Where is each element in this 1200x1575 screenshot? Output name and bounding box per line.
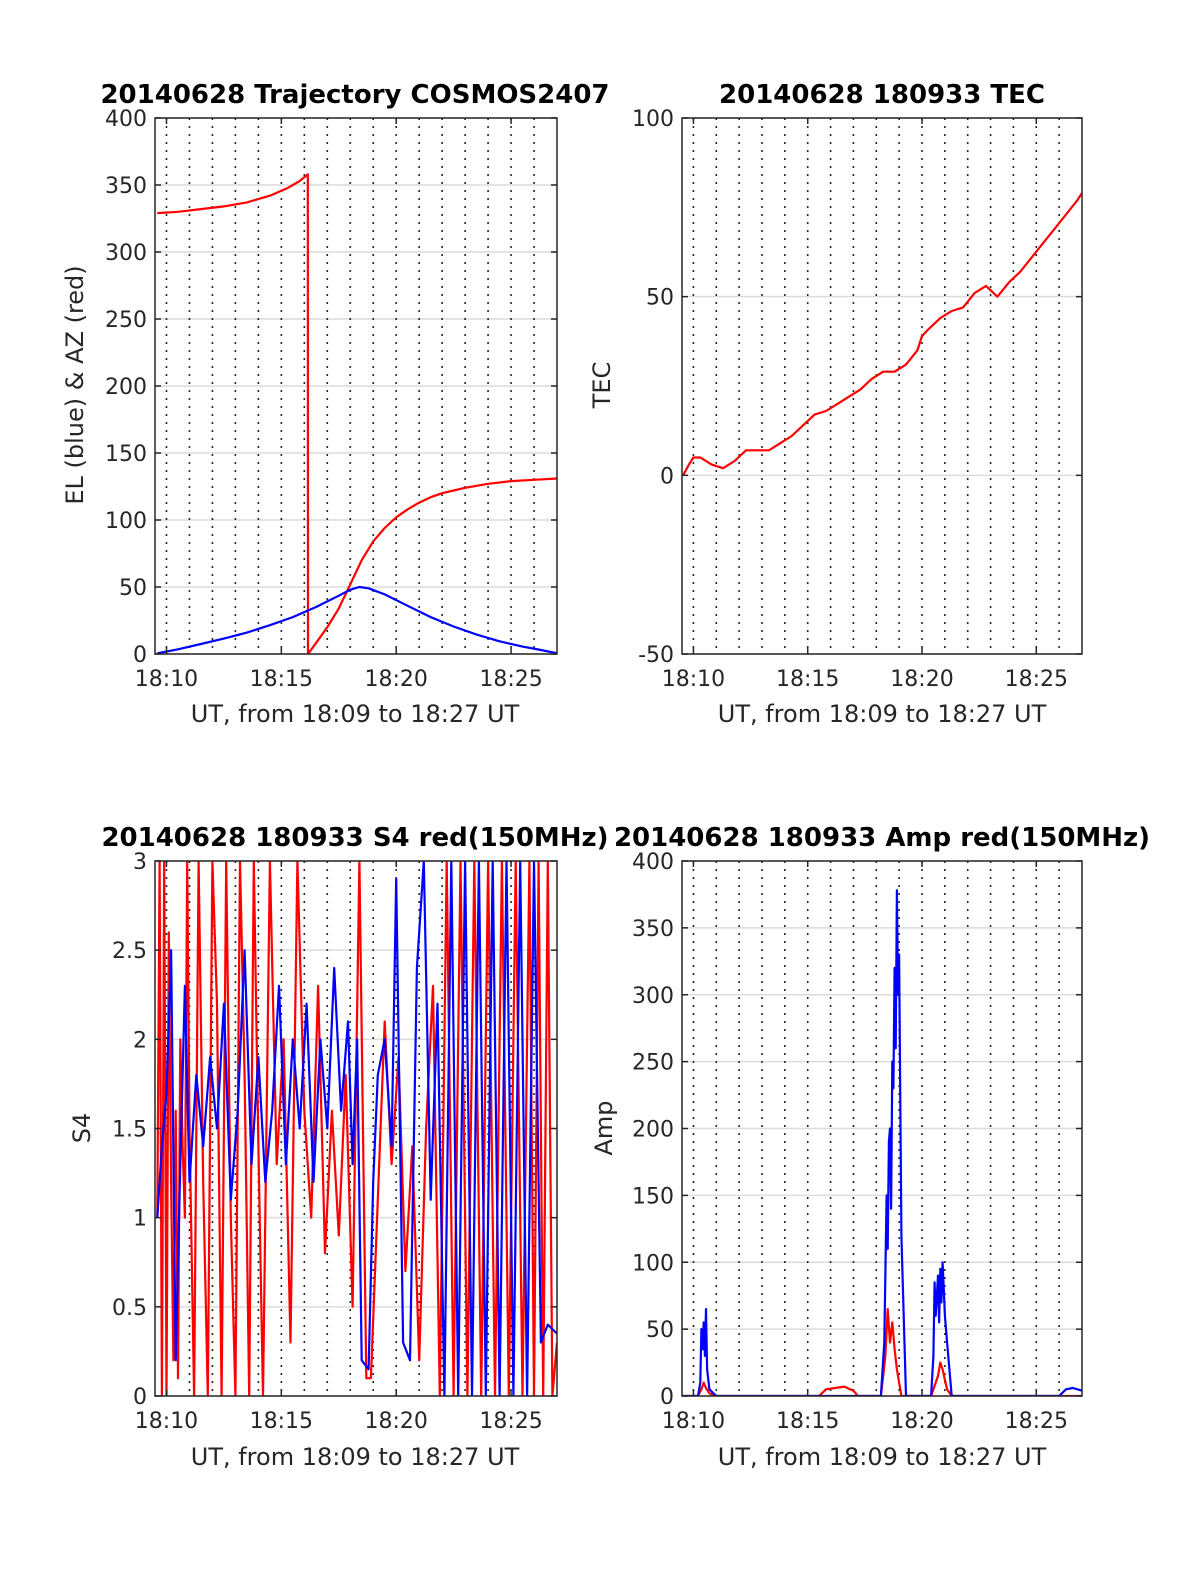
s4-y-tick-label: 1 bbox=[133, 1207, 147, 1232]
trajectory-y-tick-label: 400 bbox=[105, 107, 147, 132]
s4-x-tick-label: 18:20 bbox=[364, 1409, 427, 1434]
amp-series-line-red bbox=[682, 1307, 1082, 1396]
s4-y-tick-label: 2 bbox=[133, 1028, 147, 1053]
s4-y-tick-label: 1.5 bbox=[112, 1118, 147, 1143]
trajectory-y-tick-label: 150 bbox=[105, 442, 147, 467]
tec-y-tick-label: 50 bbox=[646, 286, 674, 311]
amp-y-tick-label: 300 bbox=[632, 984, 674, 1009]
s4-x-tick-label: 18:10 bbox=[135, 1409, 198, 1434]
amp-y-tick-label: 250 bbox=[632, 1051, 674, 1076]
s4-x-tick-label: 18:25 bbox=[479, 1409, 542, 1434]
amp-y-tick-label: 400 bbox=[632, 850, 674, 875]
trajectory-y-tick-label: 200 bbox=[105, 375, 147, 400]
s4-y-tick-label: 0 bbox=[133, 1385, 147, 1410]
trajectory-y-tick-label: 250 bbox=[105, 308, 147, 333]
s4-title: 20140628 180933 S4 red(150MHz) bbox=[101, 823, 608, 853]
trajectory-x-axis-label: UT, from 18:09 to 18:27 UT bbox=[191, 700, 520, 728]
amp-y-tick-label: 150 bbox=[632, 1184, 674, 1209]
tec-x-tick-label: 18:10 bbox=[662, 667, 725, 692]
amp-series-line-blue bbox=[682, 889, 1082, 1396]
trajectory-panel: 20140628 Trajectory COSMOS2407 EL (blue)… bbox=[61, 80, 610, 728]
amp-y-tick-label: 0 bbox=[660, 1385, 674, 1410]
tec-x-axis-label: UT, from 18:09 to 18:27 UT bbox=[718, 700, 1047, 728]
trajectory-y-axis-label: EL (blue) & AZ (red) bbox=[61, 265, 89, 504]
amp-y-tick-label: 100 bbox=[632, 1251, 674, 1276]
tec-panel: 20140628 180933 TEC TEC UT, from 18:09 t… bbox=[588, 80, 1083, 728]
trajectory-y-tick-label: 300 bbox=[105, 241, 147, 266]
amp-y-tick-label: 350 bbox=[632, 917, 674, 942]
tec-title: 20140628 180933 TEC bbox=[719, 80, 1045, 110]
s4-y-tick-label: 2.5 bbox=[112, 939, 147, 964]
amp-x-tick-label: 18:15 bbox=[776, 1409, 839, 1434]
amp-x-tick-label: 18:25 bbox=[1005, 1409, 1068, 1434]
trajectory-series-line-red bbox=[157, 173, 557, 654]
tec-y-axis-label: TEC bbox=[588, 362, 616, 410]
tec-axes-frame bbox=[681, 117, 1083, 655]
trajectory-y-tick-label: 50 bbox=[119, 576, 147, 601]
tec-x-tick-label: 18:20 bbox=[890, 667, 953, 692]
tec-x-tick-label: 18:15 bbox=[776, 667, 839, 692]
trajectory-title: 20140628 Trajectory COSMOS2407 bbox=[100, 80, 609, 110]
s4-y-axis-label: S4 bbox=[68, 1113, 96, 1144]
s4-x-axis-label: UT, from 18:09 to 18:27 UT bbox=[191, 1443, 520, 1471]
tec-y-tick-label: 100 bbox=[632, 107, 674, 132]
amp-x-tick-label: 18:10 bbox=[662, 1409, 725, 1434]
amp-x-axis-label: UT, from 18:09 to 18:27 UT bbox=[718, 1443, 1047, 1471]
tec-x-tick-label: 18:25 bbox=[1005, 667, 1068, 692]
trajectory-x-tick-label: 18:10 bbox=[135, 667, 198, 692]
trajectory-y-tick-label: 100 bbox=[105, 509, 147, 534]
trajectory-y-tick-label: 0 bbox=[133, 643, 147, 668]
s4-panel: 20140628 180933 S4 red(150MHz) S4 UT, fr… bbox=[68, 823, 609, 1471]
s4-y-tick-label: 3 bbox=[133, 850, 147, 875]
trajectory-series-line-blue bbox=[157, 585, 557, 654]
s4-series-line-blue bbox=[156, 861, 557, 1396]
tec-y-tick-label: 0 bbox=[660, 464, 674, 489]
trajectory-y-tick-label: 350 bbox=[105, 174, 147, 199]
trajectory-x-tick-label: 18:15 bbox=[250, 667, 313, 692]
amp-title: 20140628 180933 Amp red(150MHz) bbox=[614, 823, 1150, 853]
s4-x-tick-label: 18:15 bbox=[250, 1409, 313, 1434]
tec-series-line-red bbox=[682, 192, 1082, 476]
amp-y-axis-label: Amp bbox=[590, 1100, 618, 1155]
amp-y-tick-label: 200 bbox=[632, 1118, 674, 1143]
trajectory-x-tick-label: 18:20 bbox=[364, 667, 427, 692]
amp-panel: 20140628 180933 Amp red(150MHz) Amp UT, … bbox=[590, 823, 1150, 1471]
tec-y-tick-label: -50 bbox=[638, 643, 674, 668]
trajectory-x-tick-label: 18:25 bbox=[479, 667, 542, 692]
s4-y-tick-label: 0.5 bbox=[112, 1296, 147, 1321]
amp-y-tick-label: 50 bbox=[646, 1318, 674, 1343]
amp-x-tick-label: 18:20 bbox=[890, 1409, 953, 1434]
